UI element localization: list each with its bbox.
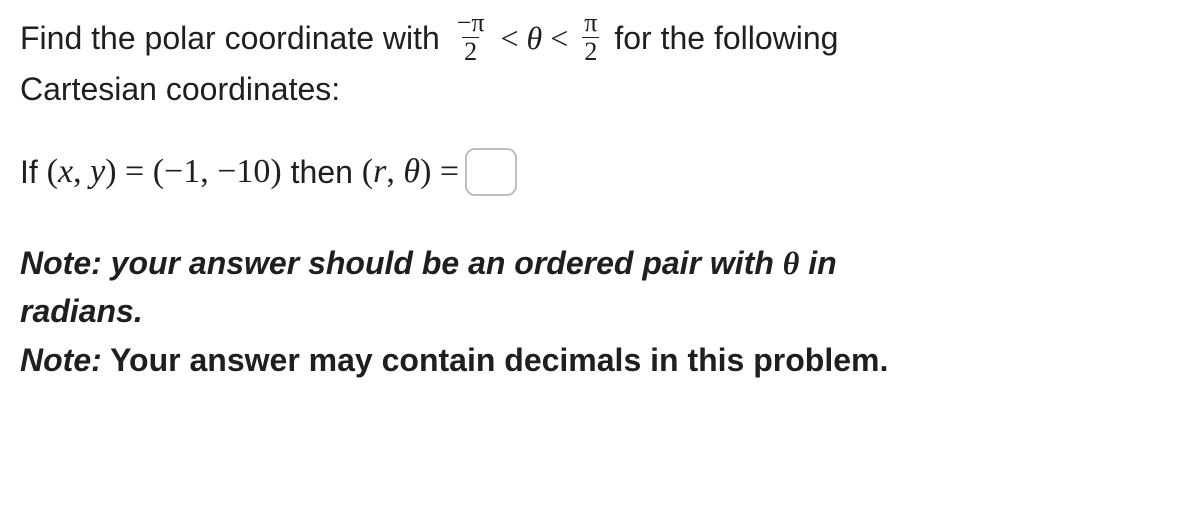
note-2: Note: Your answer may contain decimals i… [20, 337, 1174, 383]
answer-input[interactable] [465, 148, 517, 196]
less-than-2: < [550, 14, 568, 62]
xy-pair: (x, y) = (−1, −10) [47, 153, 282, 191]
fraction-pi-over-2: π 2 [582, 10, 599, 65]
r-theta-pair: (r, θ) = [362, 153, 459, 191]
then-label: then [282, 154, 362, 191]
less-than-1: < [500, 14, 518, 62]
question-line-2: Cartesian coordinates: [20, 71, 1174, 108]
theta-var: θ [527, 14, 543, 62]
note-1: Note: your answer should be an ordered p… [20, 240, 1174, 286]
equation-line: If (x, y) = (−1, −10) then (r, θ) = [20, 148, 1174, 196]
note-1b: radians. [20, 288, 1174, 334]
intro-text-1: Find the polar coordinate with [20, 14, 449, 62]
question-line-1: Find the polar coordinate with −π 2 < θ … [20, 10, 1174, 65]
intro-text-2: for the following [605, 14, 838, 62]
fraction-neg-pi-over-2: −π 2 [455, 10, 487, 65]
if-label: If [20, 154, 47, 191]
